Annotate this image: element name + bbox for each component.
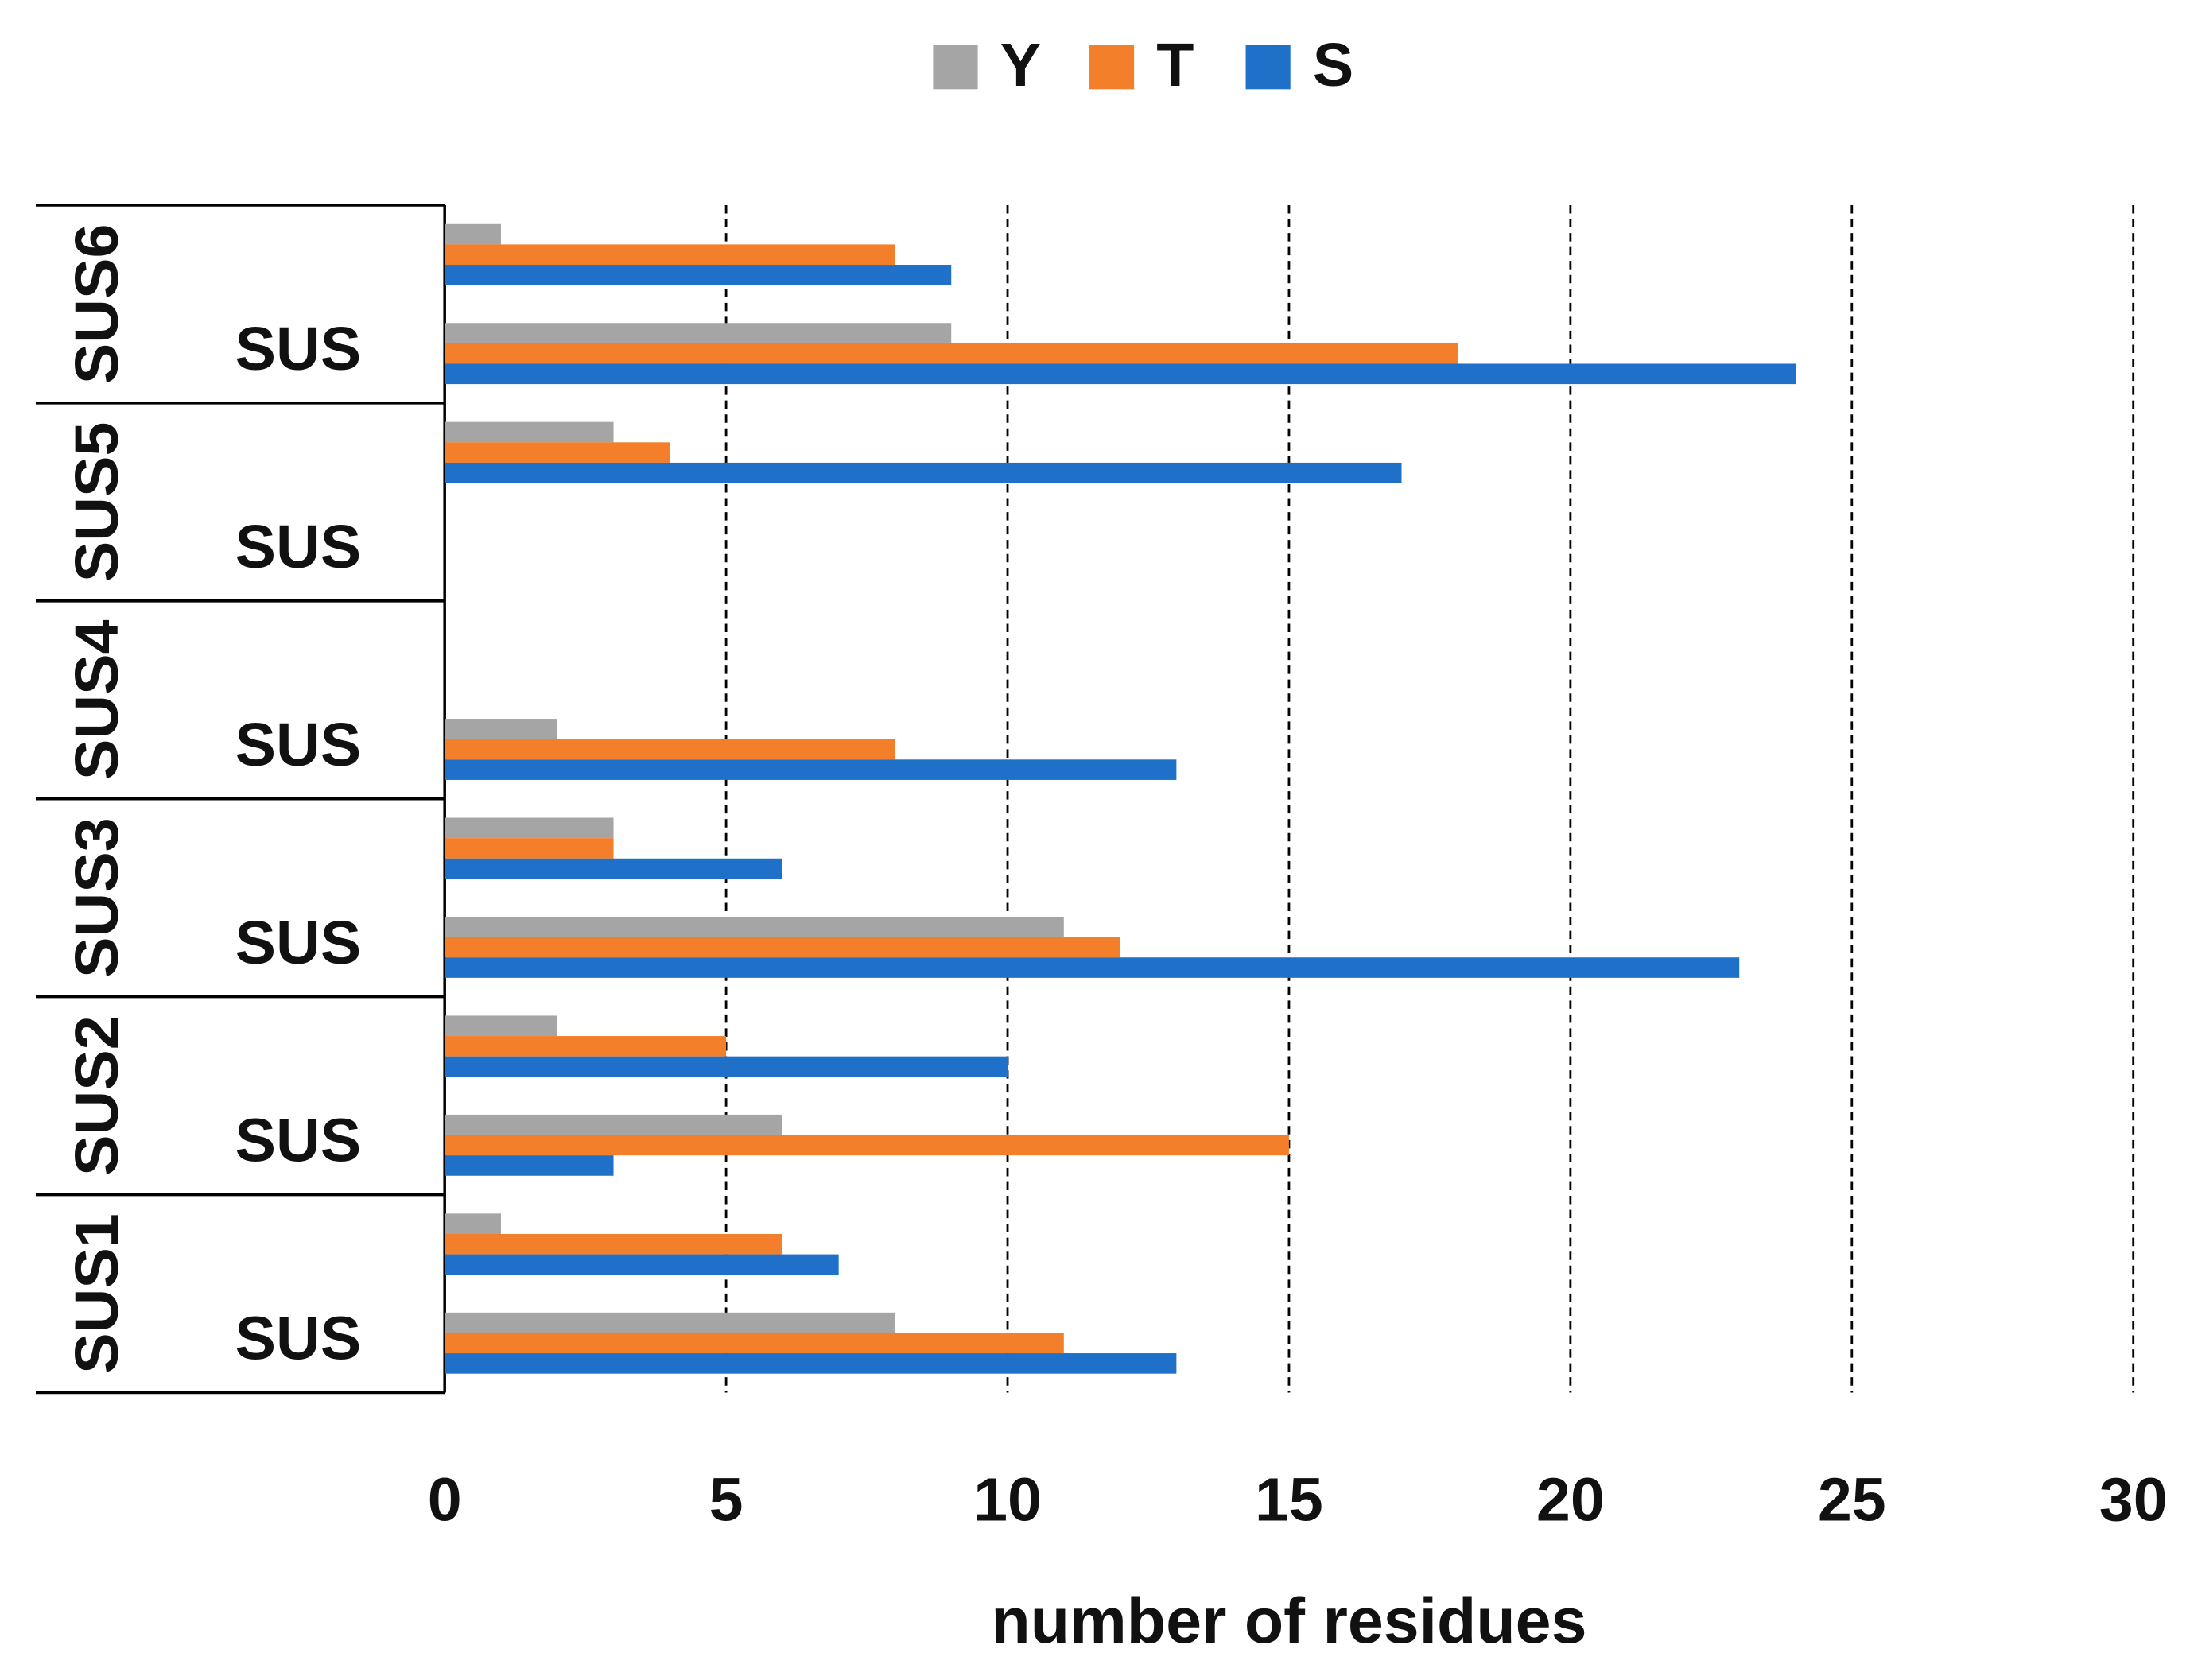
x-tick-label: 15 [1255,1465,1323,1534]
bar [445,838,614,859]
bar [445,1333,1064,1354]
group-label: SUS6 [63,224,131,385]
bar [445,759,1177,780]
bar [445,957,1740,978]
bar [445,442,670,463]
bar [445,937,1120,958]
bar [445,1213,501,1234]
group-label: SUS2 [63,1015,131,1176]
bar [445,1015,557,1037]
bar [445,1233,782,1255]
category-label: SUS [235,1107,362,1175]
bar [445,1056,1008,1077]
category-label: SUS [235,1305,362,1373]
bar [445,739,895,760]
bar [445,421,614,443]
x-tick-label: 10 [973,1465,1042,1534]
legend-swatch [1089,45,1135,90]
legend-label: Y [1000,31,1042,99]
bar [445,1036,727,1057]
group-label: SUS5 [63,422,131,583]
bar [445,223,501,245]
x-tick-label: 30 [2099,1465,2168,1534]
bar [445,265,952,285]
bar [445,1135,1289,1156]
group-label: SUS4 [63,619,131,780]
bar [445,1312,895,1333]
legend-swatch [933,45,978,90]
category-label: SUS [235,711,362,779]
bar [445,719,557,739]
category-label: SUS [235,315,362,383]
x-tick-label: 0 [428,1465,462,1534]
bar [445,858,782,879]
x-axis-title: number of residues [991,1585,1586,1657]
legend-label: S [1313,31,1354,99]
bar [445,1155,614,1176]
category-label: SUS [235,513,362,581]
x-tick-label: 25 [1818,1465,1886,1534]
bar [445,1353,1177,1374]
bar [445,1114,782,1135]
bar [445,817,614,839]
bar [445,1254,839,1275]
legend-label: T [1156,31,1194,99]
bar [445,916,1064,937]
x-tick-label: 5 [709,1465,744,1534]
bar [445,462,1402,483]
group-label: SUS3 [63,817,131,978]
bar [445,323,952,343]
bar [445,343,1458,364]
x-tick-label: 20 [1536,1465,1605,1534]
category-label: SUS [235,909,362,977]
legend-swatch [1245,45,1291,90]
group-label: SUS1 [63,1213,131,1374]
bar [445,244,895,266]
bar [445,363,1796,385]
